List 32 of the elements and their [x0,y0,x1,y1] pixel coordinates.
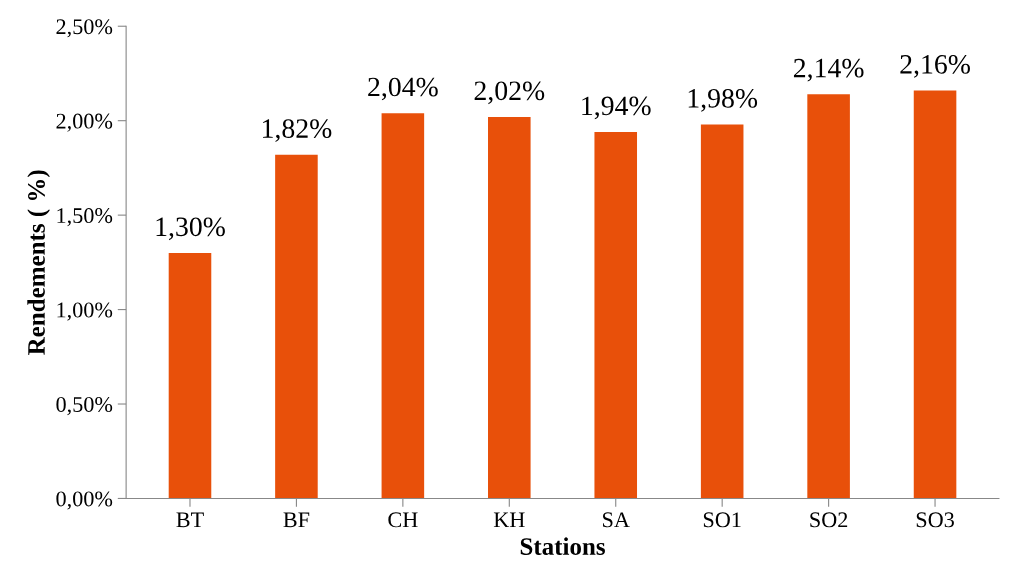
bar [488,116,531,499]
x-axis-title: Stations [520,537,605,555]
data-label: 1,98% [688,88,758,112]
data-label: 2,02% [474,81,545,105]
bar [594,132,638,499]
data-label: 1,30% [156,217,225,241]
data-label: 2,16% [900,54,970,78]
bar [700,124,744,499]
y-tick-label: 0,50% [56,396,113,416]
y-tick-label: 1,50% [57,208,113,227]
data-label: 2,14% [793,58,864,82]
x-tick-label: SA [603,512,630,528]
y-tick-label: 2,00% [56,113,113,132]
x-tick-label: SO2 [810,512,848,528]
data-label: 2,04% [368,77,438,101]
bar [807,94,850,499]
x-tick-label: BT [176,512,204,528]
bar [381,113,425,499]
x-tick-label: BF [283,512,310,528]
y-tick-label: 1,00% [57,302,113,321]
bar [913,90,957,499]
x-tick-label: CH [388,512,418,528]
y-axis-title: Rendements ( %) [27,170,50,355]
bar [275,154,318,499]
y-tick-label: 2,50% [56,19,113,38]
x-tick-label: SO1 [703,512,741,528]
x-tick-label: KH [493,512,525,528]
data-label: 1,94% [582,96,651,120]
y-tick-label: 0,00% [56,491,113,510]
x-tick-label: SO3 [916,512,954,528]
bar [168,252,212,499]
data-label: 1,82% [262,119,332,142]
